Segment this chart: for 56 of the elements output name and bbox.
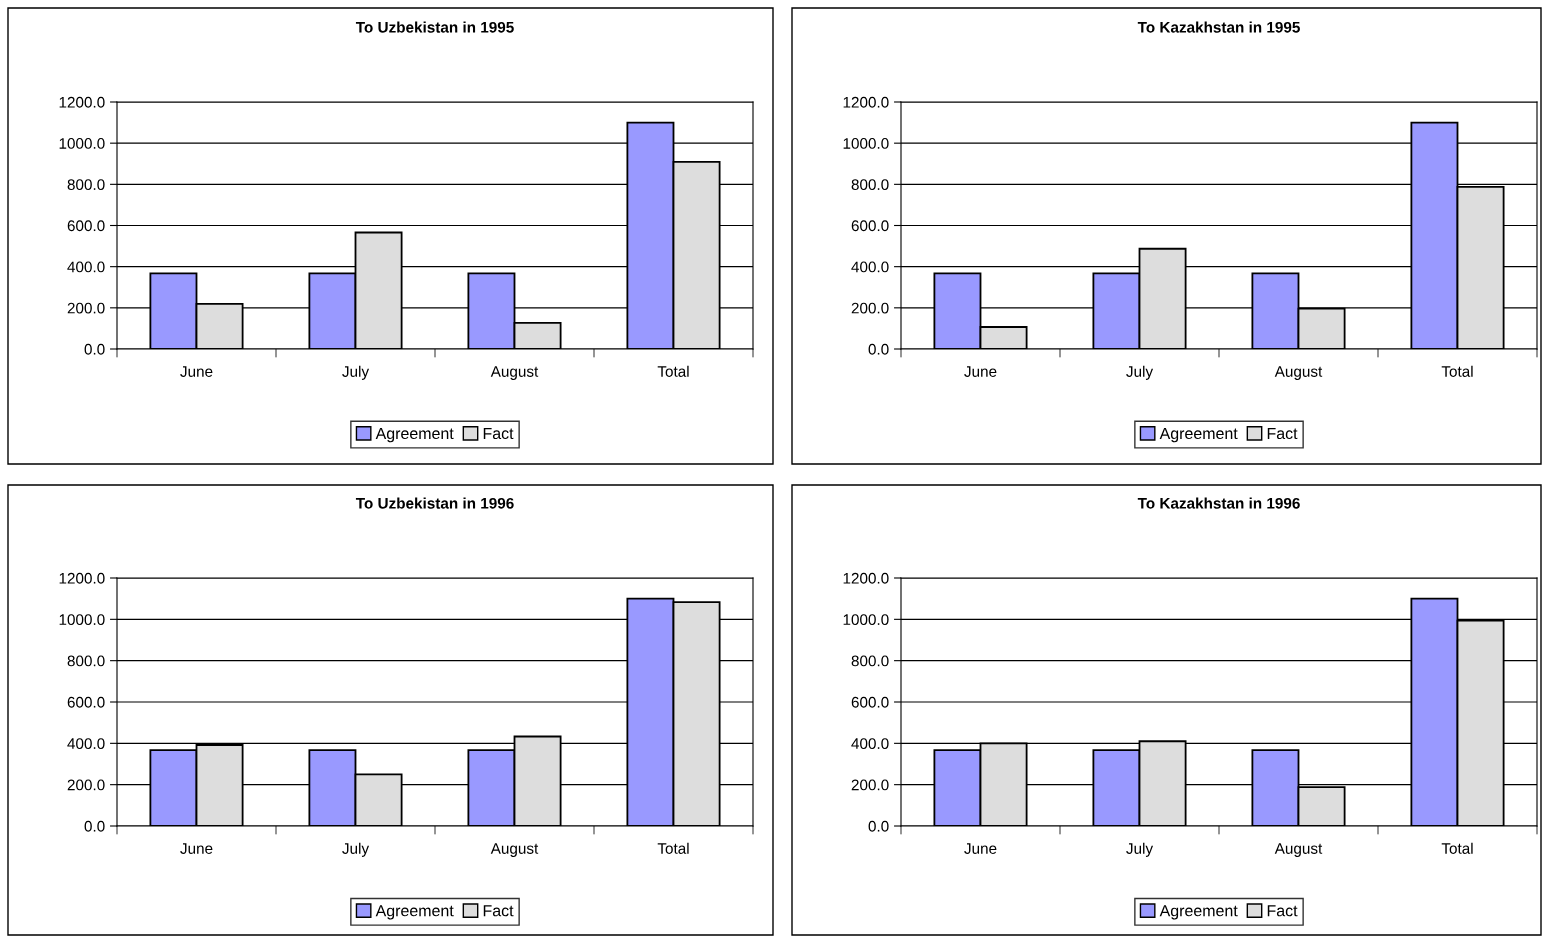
y-tick-label: 600.0: [67, 220, 105, 232]
legend-label: Fact: [483, 427, 514, 440]
legend-label: Fact: [1267, 905, 1298, 917]
y-tick-label: 600.0: [851, 696, 889, 708]
x-tick-label: August: [1274, 843, 1323, 857]
y-tick-label: 400.0: [851, 738, 889, 750]
y-tick-label: 200.0: [851, 302, 889, 314]
chart-title: To Kazakhstan in 1996: [1137, 497, 1300, 509]
legend-label: Fact: [1267, 427, 1298, 440]
y-tick-label: 800.0: [67, 179, 105, 191]
y-tick-label: 1200.0: [59, 96, 105, 108]
y-tick-label: 0.0: [868, 343, 889, 355]
x-tick-label: August: [490, 843, 539, 857]
legend-label: Agreement: [375, 905, 454, 920]
y-tick-label: 1200.0: [843, 96, 889, 108]
x-tick-label: June: [180, 366, 213, 377]
x-tick-label: July: [1126, 842, 1154, 857]
y-tick-label: 1000.0: [843, 138, 889, 149]
x-tick-label: August: [490, 366, 539, 380]
y-tick-label: 400.0: [67, 261, 105, 273]
y-tick-label: 1000.0: [59, 138, 105, 149]
x-tick-label: June: [180, 843, 213, 854]
y-tick-label: 1200.0: [843, 572, 889, 584]
x-tick-label: Total: [657, 842, 689, 854]
y-tick-label: 200.0: [67, 302, 105, 314]
x-tick-label: June: [964, 366, 997, 377]
y-tick-label: 400.0: [67, 738, 105, 750]
chart-title: To Uzbekistan in 1995: [355, 21, 514, 33]
chart-title: To Kazakhstan in 1995: [1137, 21, 1300, 33]
y-tick-label: 200.0: [67, 779, 105, 791]
y-tick-label: 200.0: [851, 779, 889, 791]
y-tick-label: 400.0: [851, 261, 889, 273]
y-tick-label: 0.0: [84, 820, 105, 832]
y-tick-label: 0.0: [84, 343, 105, 355]
legend-label: Fact: [483, 905, 514, 917]
chart-title: To Uzbekistan in 1996: [355, 497, 514, 509]
x-tick-label: August: [1274, 366, 1323, 380]
y-tick-label: 800.0: [67, 655, 105, 667]
y-tick-label: 1000.0: [843, 614, 889, 626]
x-tick-label: Total: [1441, 842, 1473, 854]
y-tick-label: 600.0: [851, 220, 889, 232]
y-tick-label: 0.0: [868, 820, 889, 832]
x-tick-label: July: [342, 365, 370, 380]
legend-label: Agreement: [1159, 427, 1238, 443]
x-tick-label: June: [964, 843, 997, 854]
y-tick-label: 800.0: [851, 655, 889, 667]
x-tick-label: Total: [1441, 365, 1473, 377]
legend-label: Agreement: [375, 427, 454, 443]
x-tick-label: July: [1126, 365, 1154, 380]
x-tick-label: July: [342, 842, 370, 857]
legend-label: Agreement: [1159, 905, 1238, 920]
y-tick-label: 1000.0: [59, 614, 105, 626]
y-tick-label: 1200.0: [59, 572, 105, 584]
y-tick-label: 600.0: [67, 696, 105, 708]
y-tick-label: 800.0: [851, 179, 889, 191]
x-tick-label: Total: [657, 365, 689, 377]
